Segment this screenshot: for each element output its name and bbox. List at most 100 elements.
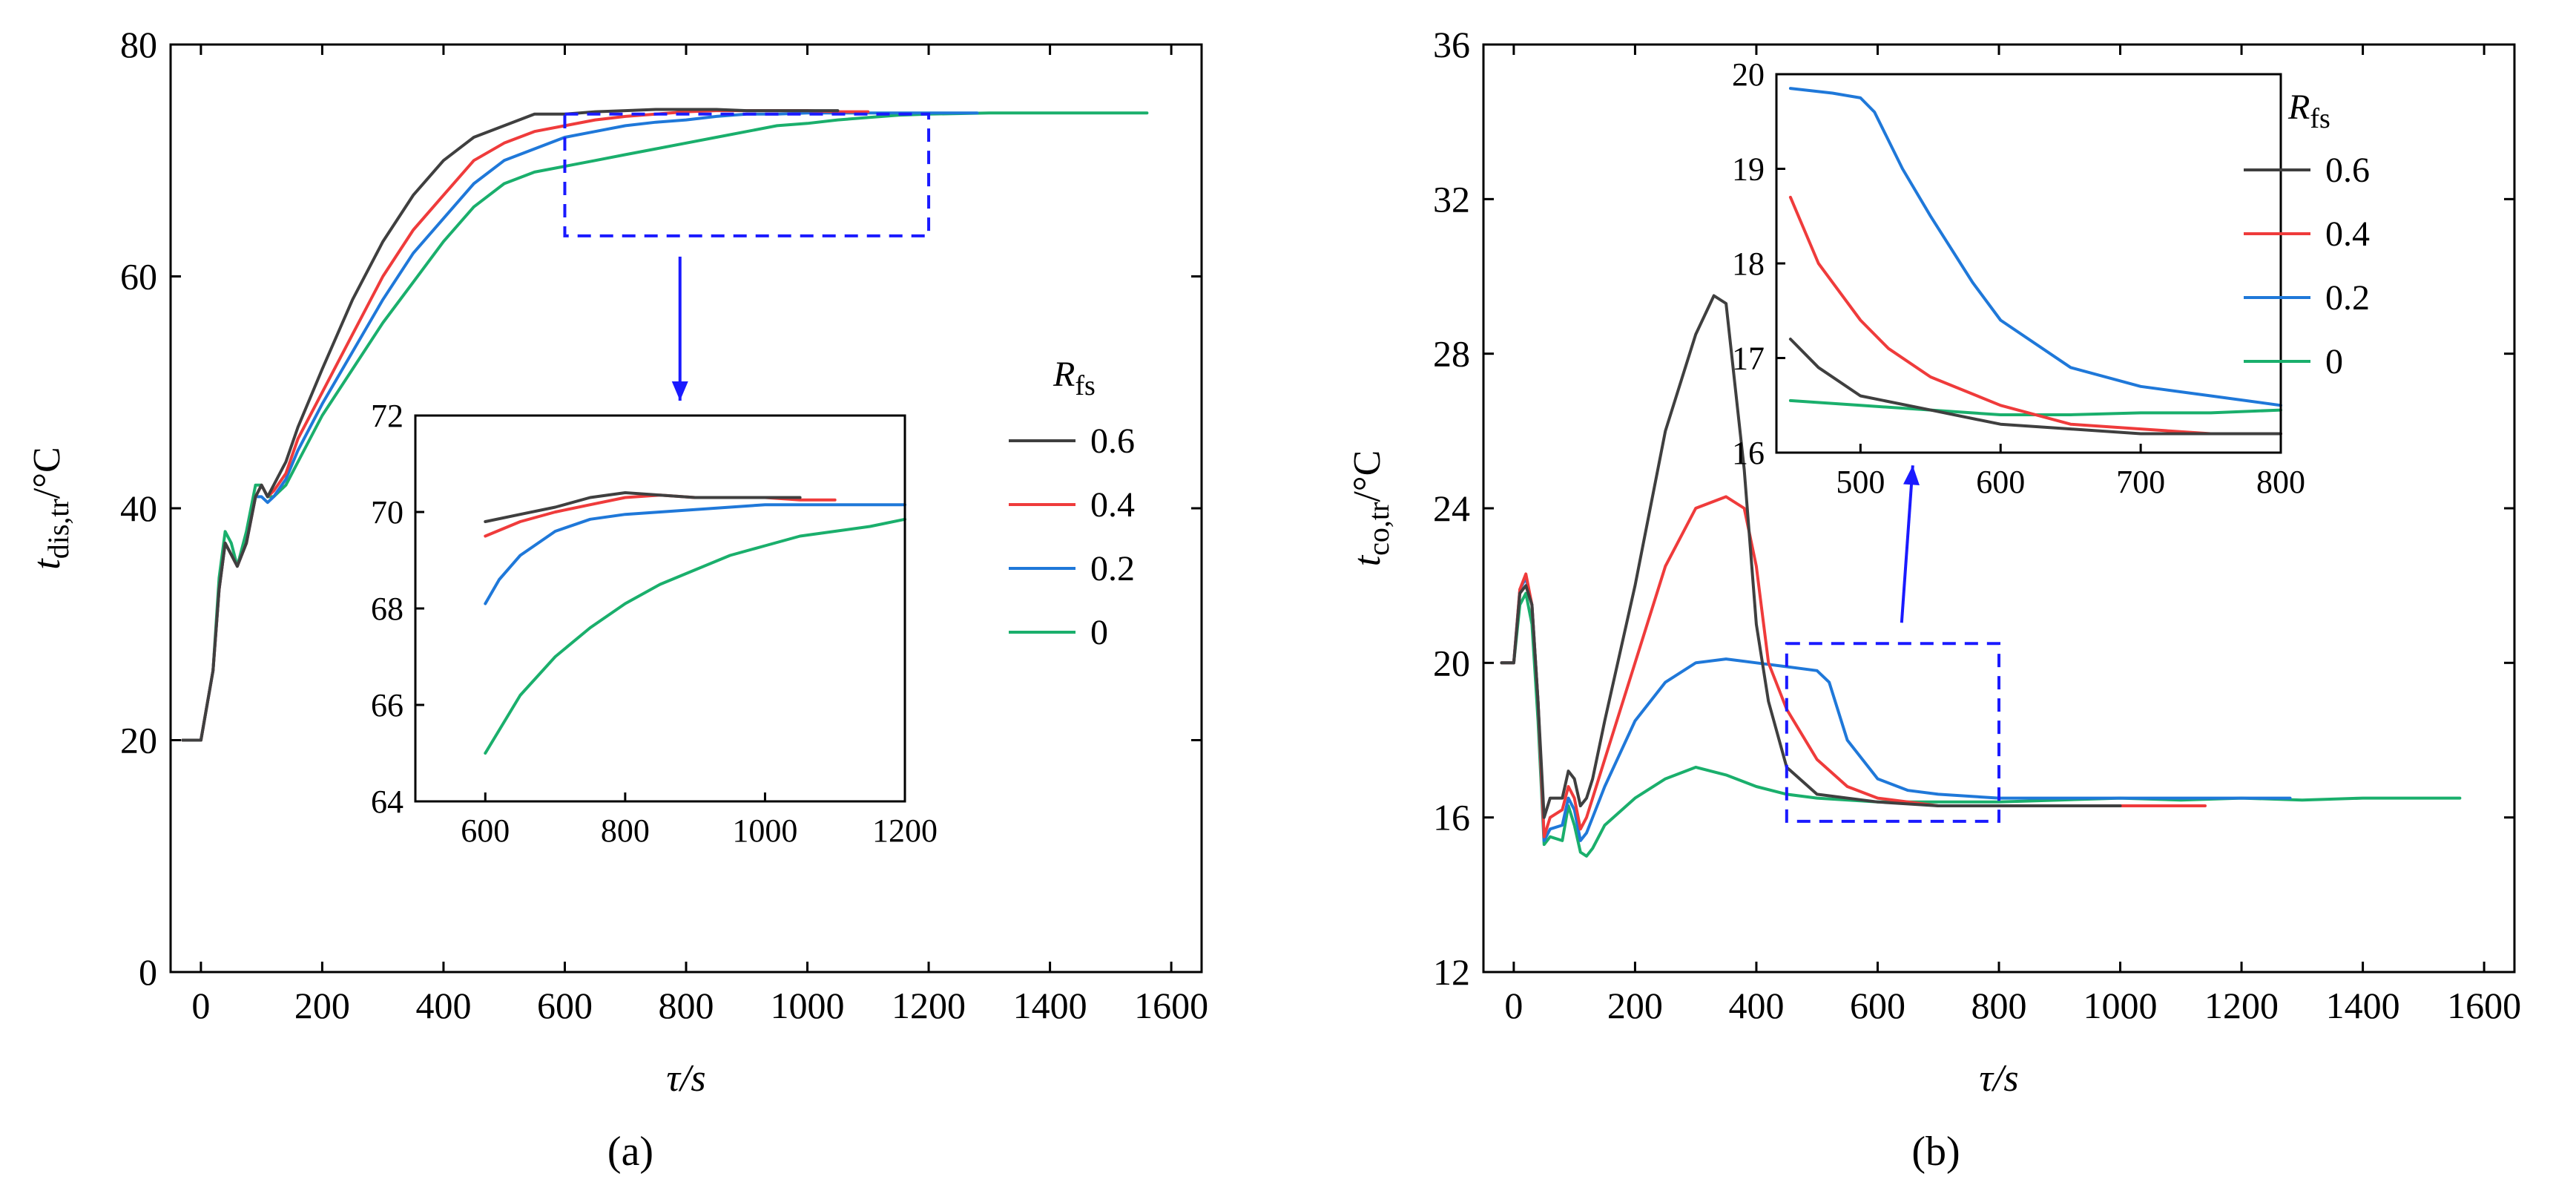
y-tick-label: 12 (1433, 951, 1470, 993)
panel-a-ticks: 0 200 400 600 800 1000 1200 1400 1600 0 20 40 60 80 (120, 24, 1208, 1026)
panel-a-legend: Rfs 0.6 0.4 0.2 0 (1009, 355, 1135, 652)
inset-x-tick-label: 600 (1976, 464, 2025, 500)
x-tick-label: 600 (537, 985, 593, 1026)
panel-a-ylabel-sub: dis,tr (42, 499, 75, 559)
y-tick-label: 24 (1433, 488, 1470, 529)
panel-b: 0 200 400 600 800 1000 1200 1400 160012162024283… (1346, 24, 2521, 1175)
panel-b-label: (b) (1911, 1129, 1960, 1175)
x-tick-label: 1200 (2204, 985, 2279, 1026)
legend-label-0.6: 0.6 (2325, 151, 2370, 190)
panel-b-ylabel-main: t (1346, 554, 1389, 566)
x-tick-label: 200 (1607, 985, 1663, 1026)
panel-b-legend: Rfs 0.6 0.4 0.2 0 (2244, 88, 2370, 381)
inset-background (415, 416, 905, 801)
panel-a-ylabel-main: t (26, 558, 68, 570)
inset-y-tick-label: 68 (371, 591, 403, 627)
y-tick-label: 32 (1433, 178, 1470, 220)
legend-title-main: R (1053, 355, 1075, 394)
panel-a-xlabel: τ/s (666, 1057, 705, 1100)
panel-a-ylabel: tdis,tr/°C (26, 447, 75, 570)
inset-y-tick-label: 70 (371, 494, 403, 531)
x-tick-label: 1600 (2447, 985, 2521, 1026)
x-tick-label: 400 (1728, 985, 1784, 1026)
y-tick-label: 40 (120, 488, 157, 529)
inset-x-tick-label: 700 (2116, 464, 2165, 500)
inset-series-line-0.2 (1788, 87, 2282, 407)
legend-title-main: R (2287, 88, 2310, 127)
panel-b-zoom-box (1785, 642, 2000, 823)
panel-b-ticks: 0 200 400 600 800 1000 1200 1400 160012162024283… (1433, 24, 2521, 1026)
x-tick-label: 0 (1504, 985, 1523, 1026)
series-line-0.6 (1500, 294, 2122, 819)
legend-label-0.2: 0.2 (1090, 549, 1135, 588)
panel-a-zoom-arrowhead (671, 381, 688, 401)
inset-y-tick-label: 66 (371, 687, 403, 723)
panel-b-zoom-arrow (1900, 465, 1914, 623)
x-tick-label: 800 (659, 985, 714, 1026)
x-tick-label: 1200 (892, 985, 966, 1026)
x-tick-label: 600 (1850, 985, 1905, 1026)
legend-label-0: 0 (2325, 342, 2343, 381)
panel-b-ylabel-sub: co,tr (1362, 502, 1395, 556)
x-tick-label: 1000 (771, 985, 845, 1026)
legend-title: Rfs (1053, 355, 1096, 401)
panel-b-ylabel: tco,tr/°C (1346, 450, 1395, 567)
legend-label-0.2: 0.2 (2325, 278, 2370, 318)
panel-a-ylabel-unit: /°C (26, 447, 68, 499)
inset-y-tick-label: 64 (371, 784, 403, 820)
inset-y-tick-label: 20 (1732, 56, 1765, 93)
y-tick-label: 36 (1433, 24, 1470, 65)
y-tick-label: 20 (120, 720, 157, 761)
x-tick-label: 1400 (1013, 985, 1087, 1026)
inset-y-tick-label: 19 (1732, 151, 1765, 188)
inset-x-tick-label: 500 (1836, 464, 1885, 500)
inset-series-line-0.6 (484, 491, 802, 523)
inset-x-tick-label: 800 (2256, 464, 2305, 500)
y-tick-label: 16 (1433, 797, 1470, 838)
x-tick-label: 1400 (2326, 985, 2400, 1026)
x-tick-label: 200 (294, 985, 350, 1026)
y-tick-label: 28 (1433, 333, 1470, 375)
inset-background (1776, 74, 2281, 453)
legend-label-0.4: 0.4 (1090, 485, 1135, 525)
y-tick-label: 0 (139, 951, 157, 993)
inset-series-line-0 (484, 517, 906, 755)
panel-a-inset: 600 800 1000 1200 64 66 68 70 72 (371, 398, 938, 849)
inset-x-tick-label: 1000 (732, 813, 797, 849)
inset-x-tick-label: 800 (601, 813, 650, 849)
panel-b-inset: 500 600 700 800 16 17 18 19 20 (1732, 56, 2305, 500)
legend-label-0: 0 (1090, 613, 1108, 652)
x-tick-label: 1600 (1134, 985, 1208, 1026)
series-line-0.4 (1500, 495, 2207, 838)
panel-b-zoom-arrowhead (1903, 465, 1920, 486)
panel-b-series (1500, 294, 2462, 858)
legend-title-sub: fs (2310, 103, 2330, 134)
inset-series-line-0.6 (1788, 338, 2282, 436)
panel-a-label: (a) (607, 1129, 653, 1175)
panel-a-zoom-box (563, 112, 931, 237)
inset-y-tick-label: 17 (1732, 341, 1765, 377)
inset-series-line-0.4 (1788, 195, 2282, 436)
y-tick-label: 20 (1433, 642, 1470, 683)
x-tick-label: 800 (1971, 985, 2027, 1026)
legend-title-sub: fs (1075, 370, 1095, 401)
y-tick-label: 60 (120, 256, 157, 298)
x-tick-label: 1000 (2083, 985, 2158, 1026)
legend-label-0.4: 0.4 (2325, 214, 2370, 254)
inset-y-tick-label: 18 (1732, 246, 1765, 282)
legend-label-0.6: 0.6 (1090, 421, 1135, 461)
panel-b-ylabel-unit: /°C (1346, 450, 1389, 502)
inset-series-line-0.2 (484, 503, 906, 605)
legend-title: Rfs (2287, 88, 2330, 134)
inset-x-tick-label: 600 (461, 813, 510, 849)
x-tick-label: 400 (415, 985, 471, 1026)
inset-x-tick-label: 1200 (872, 813, 938, 849)
inset-y-tick-label: 16 (1732, 435, 1765, 471)
panel-a: 0 200 400 600 800 1000 1200 1400 1600 0 20 40 60 80 6… (26, 24, 1208, 1175)
x-tick-label: 0 (191, 985, 210, 1026)
panel-b-xlabel: τ/s (1979, 1057, 2018, 1100)
inset-y-tick-label: 72 (371, 398, 403, 434)
y-tick-label: 80 (120, 24, 157, 65)
series-line-0.6 (181, 108, 840, 742)
